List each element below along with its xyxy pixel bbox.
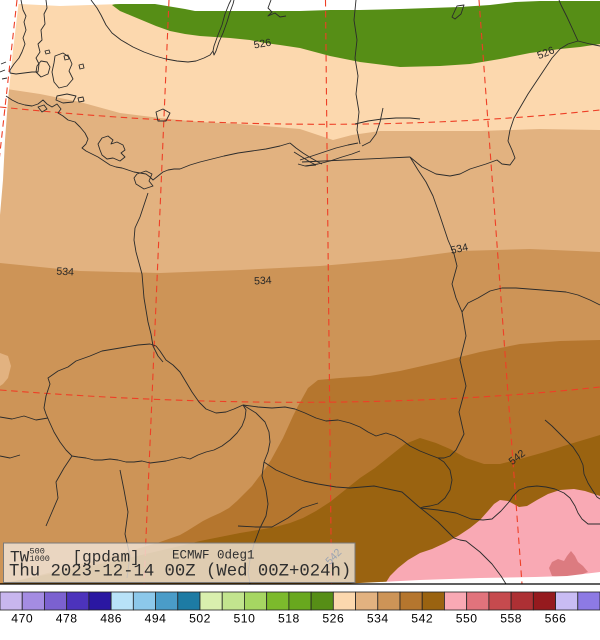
svg-text:500: 500	[30, 547, 45, 557]
svg-text:478: 478	[56, 612, 78, 626]
svg-text:566: 566	[545, 612, 567, 626]
svg-text:558: 558	[500, 612, 522, 626]
svg-text:510: 510	[234, 612, 256, 626]
svg-text:1000: 1000	[30, 554, 50, 564]
svg-text:542: 542	[411, 612, 433, 626]
svg-text:526: 526	[253, 37, 272, 52]
svg-text:486: 486	[100, 612, 122, 626]
svg-text:ECMWF 0deg1: ECMWF 0deg1	[172, 549, 255, 563]
svg-text:534: 534	[254, 275, 272, 288]
svg-text:534: 534	[450, 241, 470, 256]
svg-text:550: 550	[456, 612, 478, 626]
svg-text:494: 494	[145, 612, 167, 626]
svg-text:526: 526	[322, 612, 344, 626]
svg-text:534: 534	[367, 612, 389, 626]
svg-text:TW: TW	[10, 549, 30, 567]
svg-text:[gpdam]: [gpdam]	[73, 549, 140, 567]
svg-text:518: 518	[278, 612, 300, 626]
svg-text:Thu 2023-12-14 00Z (Wed 00Z+02: Thu 2023-12-14 00Z (Wed 00Z+024h)	[9, 563, 351, 582]
svg-text:502: 502	[189, 612, 211, 626]
svg-text:470: 470	[11, 612, 33, 626]
svg-text:534: 534	[56, 266, 74, 279]
